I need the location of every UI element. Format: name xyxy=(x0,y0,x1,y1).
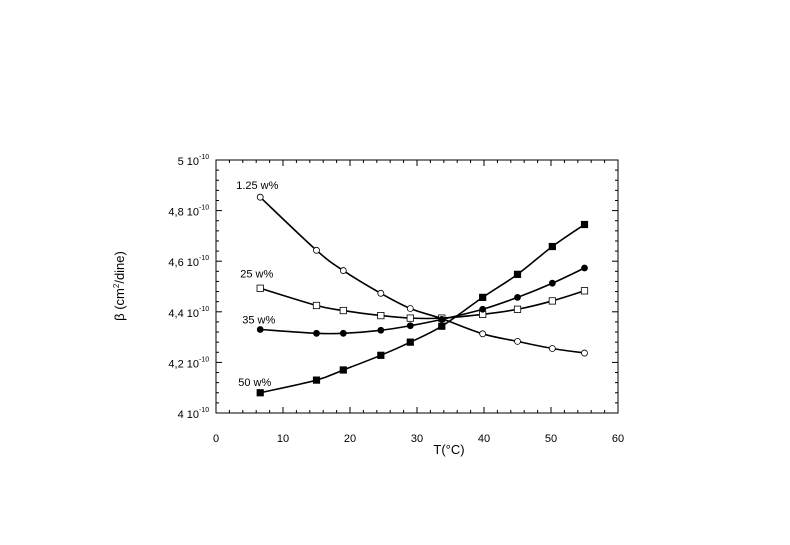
data-point xyxy=(580,287,589,295)
series-line xyxy=(260,223,585,394)
data-point xyxy=(256,193,264,201)
data-point xyxy=(377,326,385,334)
x-tick-label: 60 xyxy=(612,433,624,445)
data-point xyxy=(514,293,521,301)
data-point xyxy=(479,305,487,313)
y-tick-label-exponent: -10 xyxy=(199,407,209,414)
data-point xyxy=(377,311,385,320)
series-label: 35 w% xyxy=(242,315,275,327)
data-point xyxy=(513,270,522,278)
series-label: 50 w% xyxy=(238,377,271,389)
data-point xyxy=(313,329,320,337)
data-point xyxy=(548,297,556,305)
x-tick-label: 30 xyxy=(411,433,423,445)
y-tick-label: 4,8 10 xyxy=(168,207,199,219)
data-point xyxy=(438,315,446,323)
plot-frame xyxy=(215,159,619,414)
data-point xyxy=(513,305,522,313)
y-axis-label-sup: 2 xyxy=(112,283,121,288)
data-point xyxy=(313,246,320,254)
data-point xyxy=(548,279,556,287)
y-tick-label-exponent: -10 xyxy=(199,154,209,161)
y-axis-label: β (cm2/dine) xyxy=(112,251,127,321)
data-point xyxy=(581,264,588,272)
x-tick-label: 10 xyxy=(277,433,289,445)
data-point xyxy=(339,329,347,337)
y-tick-label-exponent: -10 xyxy=(199,306,209,313)
x-tick-label: 20 xyxy=(344,433,356,445)
series-line xyxy=(260,267,585,335)
series-line xyxy=(259,196,585,354)
y-tick-label: 4,2 10 xyxy=(168,358,199,370)
series-line xyxy=(259,287,585,320)
series-label: 25 w% xyxy=(240,268,273,280)
y-tick-label-exponent: -10 xyxy=(199,205,209,212)
data-point xyxy=(312,376,321,384)
x-tick-label: 0 xyxy=(213,433,219,445)
y-tick-label: 4,4 10 xyxy=(168,308,199,320)
data-point xyxy=(406,305,414,312)
data-point xyxy=(479,330,487,338)
y-axis-label-suffix: /dine) xyxy=(112,251,127,284)
data-point xyxy=(438,322,446,330)
data-point xyxy=(377,351,385,359)
data-point xyxy=(406,338,414,346)
data-point xyxy=(256,284,264,292)
data-point xyxy=(548,242,556,251)
y-tick-label-exponent: -10 xyxy=(199,356,209,363)
series-labels: 1.25 w% 25 w% 35 w% 50 w% xyxy=(236,180,278,389)
data-point xyxy=(339,366,347,374)
data-point xyxy=(377,289,385,297)
axis-ticks xyxy=(215,159,619,414)
x-tick-labels: 0 10 20 30 40 50 60 xyxy=(213,433,624,445)
data-point xyxy=(479,293,487,301)
data-point xyxy=(514,338,521,345)
series-label: 1.25 w% xyxy=(236,180,278,192)
data-point xyxy=(312,301,321,310)
data-point xyxy=(256,389,264,397)
y-axis-label-prefix: β (cm xyxy=(112,288,127,321)
data-point xyxy=(406,322,414,330)
data-point xyxy=(406,314,414,322)
series-curves xyxy=(259,196,585,394)
data-point xyxy=(339,306,347,315)
x-tick-label: 40 xyxy=(478,433,490,445)
y-tick-label: 4 10 xyxy=(178,409,199,421)
x-axis-label: T(°C) xyxy=(433,442,464,457)
y-tick-label-exponent: -10 xyxy=(199,255,209,262)
data-point xyxy=(580,220,589,229)
y-tick-label: 5 10 xyxy=(178,156,199,168)
data-point xyxy=(256,326,264,333)
data-point xyxy=(581,349,588,357)
x-tick-label: 50 xyxy=(545,433,557,445)
series-markers xyxy=(256,193,589,397)
y-tick-labels: 4 10 -104,2 10 -104,4 10 -104,6 10 -104,8 10… xyxy=(168,154,209,421)
data-point xyxy=(548,345,556,352)
data-point xyxy=(339,267,347,274)
y-tick-label: 4,6 10 xyxy=(168,257,199,269)
